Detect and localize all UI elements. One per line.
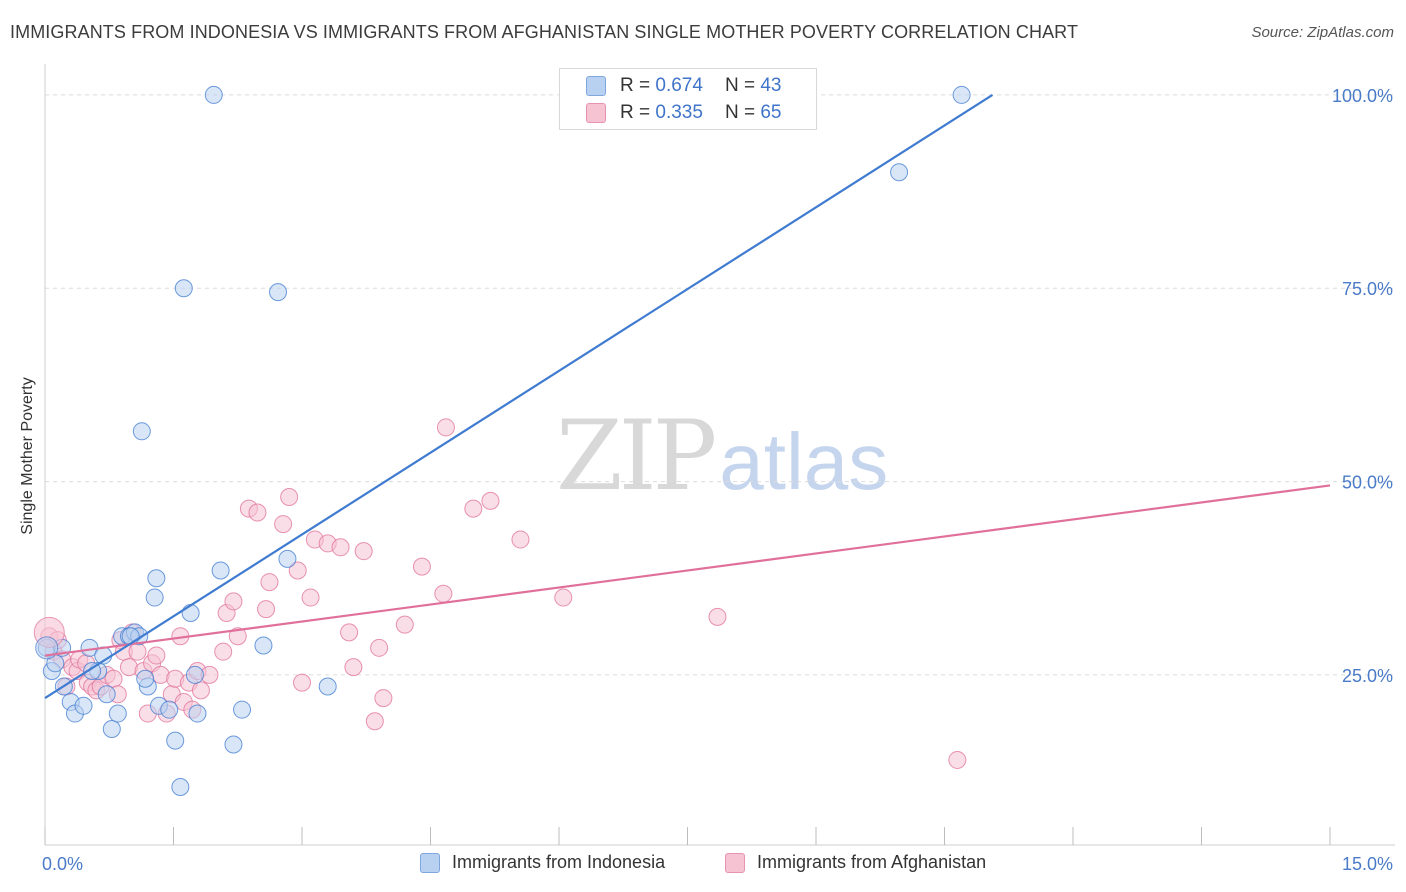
indonesia-point [108, 704, 127, 723]
indonesia-point [160, 700, 179, 719]
indonesia-point [136, 669, 155, 688]
y-tick-label: 100.0% [1332, 86, 1393, 106]
afghanistan-point [228, 627, 247, 646]
indonesia-point [233, 700, 252, 719]
indonesia-point [181, 604, 200, 623]
indonesia-point [132, 422, 151, 441]
r-value: 0.335 [655, 102, 703, 123]
legend-item-indonesia: Immigrants from Indonesia [420, 852, 665, 873]
afghanistan-swatch [725, 852, 745, 873]
legend-row-afghanistan: R = 0.335 N = 65 [586, 102, 781, 124]
afghanistan-point [412, 557, 431, 576]
afghanistan-point [481, 491, 500, 510]
indonesia-point [83, 662, 102, 681]
watermark: ZIPatlas [556, 400, 888, 512]
afghanistan-point [104, 669, 123, 688]
indonesia-point [74, 696, 93, 715]
indonesia-point [145, 588, 164, 607]
chart-title: IMMIGRANTS FROM INDONESIA VS IMMIGRANTS … [10, 22, 1079, 42]
afghanistan-point [554, 588, 573, 607]
afghanistan-point [340, 623, 359, 642]
afghanistan-point [301, 588, 320, 607]
series-legend: Immigrants from Indonesia Immigrants fro… [0, 852, 1406, 878]
indonesia-point [166, 731, 185, 750]
legend-row-indonesia: R = 0.674 N = 43 [586, 75, 781, 97]
y-tick-label: 25.0% [1342, 666, 1393, 686]
indonesia-point [174, 279, 193, 298]
afghanistan-point [274, 515, 293, 534]
afghanistan-point [344, 658, 363, 677]
indonesia-point [269, 283, 288, 302]
afghanistan-point [331, 538, 350, 557]
afghanistan-point [280, 488, 299, 507]
afghanistan-swatch [586, 103, 606, 123]
legend-item-afghanistan: Immigrants from Afghanistan [725, 852, 986, 873]
indonesia-point [185, 665, 204, 684]
afghanistan-point [260, 573, 279, 592]
indonesia-point [188, 704, 207, 723]
x-tick-label: 15.0% [1342, 854, 1393, 874]
afghanistan-point [147, 646, 166, 665]
indonesia-point [254, 636, 273, 655]
afghanistan-point [248, 503, 267, 522]
afghanistan-trendline [44, 484, 1331, 657]
afghanistan-point [464, 499, 483, 518]
afghanistan-point [214, 642, 233, 661]
indonesia-swatch [586, 76, 606, 96]
indonesia-point [171, 778, 190, 797]
n-value: 43 [760, 75, 782, 96]
indonesia-point [102, 720, 121, 739]
correlation-legend: R = 0.674 N = 43 R = 0.335 N = 65 [559, 68, 817, 130]
afghanistan-point [374, 689, 393, 708]
afghanistan-point [288, 561, 307, 580]
indonesia-point [97, 685, 116, 704]
legend-label-indonesia: Immigrants from Indonesia [452, 852, 666, 872]
r-label: R = [620, 75, 651, 96]
afghanistan-point [191, 681, 210, 700]
afghanistan-point [436, 418, 455, 437]
r-value: 0.674 [655, 75, 703, 96]
watermark-zip: ZIP [556, 400, 717, 512]
legend-label-afghanistan: Immigrants from Afghanistan [757, 852, 987, 872]
x-tick-label: 0.0% [42, 854, 83, 874]
indonesia-point [204, 85, 223, 104]
afghanistan-point [708, 607, 727, 626]
indonesia-point [224, 735, 243, 754]
source-credit: Source: ZipAtlas.com [1251, 24, 1394, 41]
y-tick-label: 75.0% [1342, 279, 1393, 299]
indonesia-point [278, 549, 297, 568]
indonesia-point [952, 85, 971, 104]
indonesia-point [121, 627, 140, 646]
indonesia-point [147, 569, 166, 588]
indonesia-point [211, 561, 230, 580]
n-label: N = [724, 102, 756, 123]
indonesia-point [35, 636, 59, 660]
afghanistan-point [948, 750, 967, 769]
afghanistan-point [434, 584, 453, 603]
indonesia-point [318, 677, 337, 696]
afghanistan-point [395, 615, 414, 634]
afghanistan-point [511, 530, 530, 549]
afghanistan-point [365, 712, 384, 731]
afghanistan-point [257, 600, 276, 619]
afghanistan-point [370, 638, 389, 657]
indonesia-point [890, 163, 909, 182]
indonesia-trendline [44, 94, 994, 700]
afghanistan-point [293, 673, 311, 692]
indonesia-swatch [420, 852, 440, 873]
n-label: N = [724, 75, 756, 96]
r-label: R = [620, 102, 651, 123]
afghanistan-point [354, 542, 373, 561]
n-value: 65 [760, 102, 782, 123]
y-tick-label: 50.0% [1342, 473, 1393, 493]
watermark-atlas: atlas [719, 417, 889, 506]
afghanistan-point [224, 592, 243, 611]
afghanistan-point [128, 642, 147, 661]
